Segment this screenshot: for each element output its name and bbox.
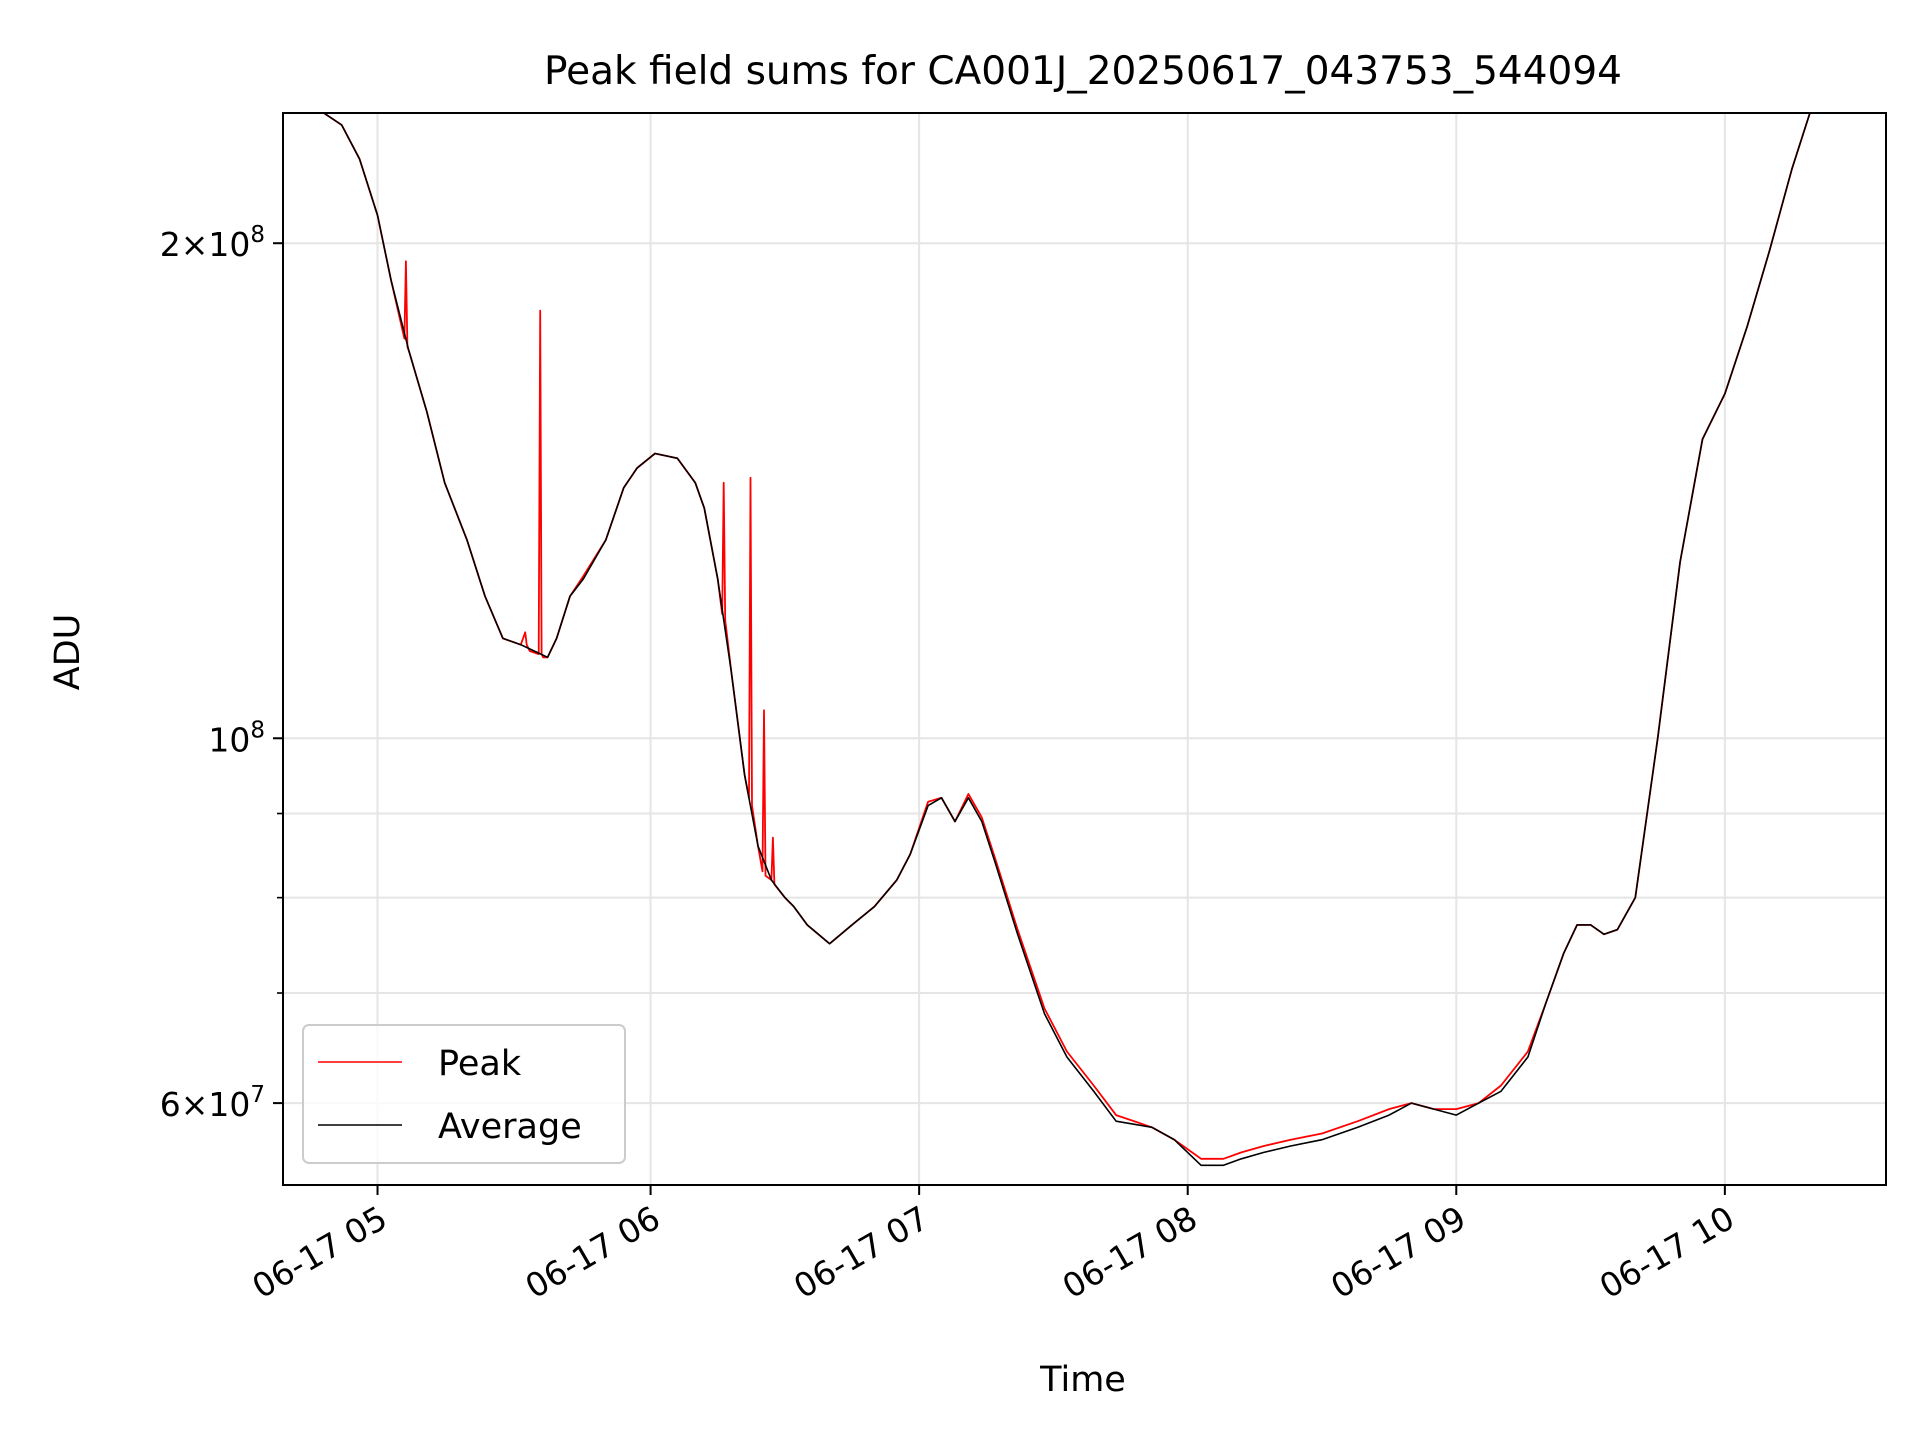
x-axis-label: Time <box>1039 1360 1126 1400</box>
x-tick-label: 06-17 10 <box>1593 1198 1741 1306</box>
series-layer <box>283 113 1886 1167</box>
x-tick-label: 06-17 06 <box>519 1198 667 1306</box>
y-axis-label: ADU <box>48 614 88 691</box>
y-tick-label: 108 <box>208 717 265 759</box>
legend-peak-label: Peak <box>438 1044 522 1084</box>
plot-frame <box>282 112 1887 1186</box>
y-tick-label: 6×107 <box>160 1082 265 1124</box>
y-tick-label: 2×108 <box>160 222 265 264</box>
chart-title: Peak field sums for CA001J_20250617_0437… <box>544 49 1622 94</box>
peak-series-line <box>283 113 1886 1160</box>
x-tick-label: 06-17 09 <box>1324 1198 1472 1306</box>
average-series-line <box>283 113 1886 1167</box>
x-tick-label: 06-17 05 <box>246 1198 394 1306</box>
x-tick-label: 06-17 07 <box>787 1198 935 1306</box>
x-tick-label: 06-17 08 <box>1056 1198 1204 1306</box>
legend: Peak Average <box>302 1024 626 1164</box>
legend-average-label: Average <box>438 1107 582 1147</box>
legend-box <box>302 1024 626 1164</box>
